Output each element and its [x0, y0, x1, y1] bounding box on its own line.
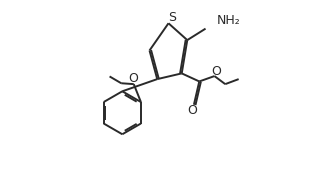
Text: O: O	[211, 65, 221, 78]
Text: O: O	[128, 72, 138, 85]
Text: NH₂: NH₂	[216, 14, 240, 27]
Text: O: O	[188, 104, 197, 117]
Text: S: S	[168, 11, 176, 24]
